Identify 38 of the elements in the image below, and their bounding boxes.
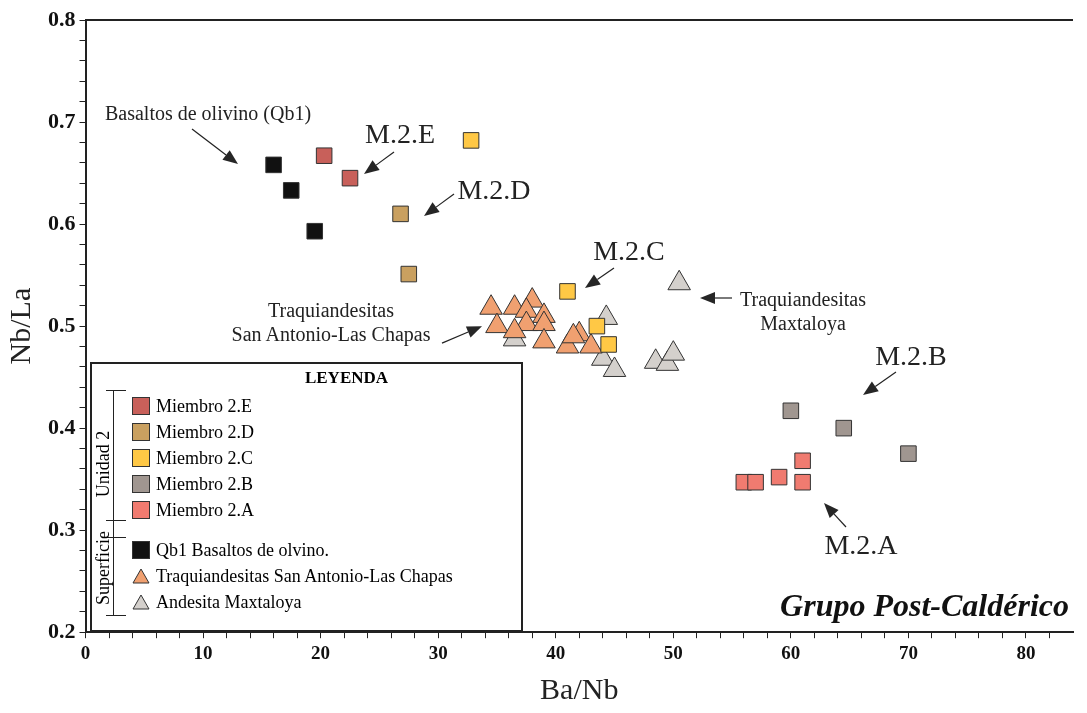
x-tick-label: 70 [898, 641, 918, 663]
x-tick-label: 50 [663, 641, 683, 663]
y-axis-title: Nb/La [2, 287, 36, 365]
annotation: Superficie [92, 531, 114, 605]
legend-label: Miembro 2.C [156, 447, 253, 469]
legend-label: Miembro 2.B [156, 473, 253, 495]
x-tick-label: 80 [1016, 641, 1036, 663]
x-tick-label: 40 [546, 641, 566, 663]
annotation: M.2.B [875, 340, 947, 372]
legend-label: Andesita Maxtaloya [156, 591, 302, 613]
legend-label: Qb1 Basaltos de olvino. [156, 539, 329, 561]
x-tick-label: 30 [428, 641, 448, 663]
annotation: Traquiandesitas San Antonio-Las Chapas [231, 299, 431, 347]
annotation: Unidad 2 [92, 430, 114, 498]
y-tick-label: 0.2 [48, 617, 76, 643]
y-tick-label: 0.8 [48, 5, 76, 31]
y-tick-label: 0.7 [48, 107, 76, 133]
legend-label: Miembro 2.A [156, 499, 254, 521]
legend-label: Miembro 2.E [156, 395, 252, 417]
y-tick-label: 0.3 [48, 515, 76, 541]
x-tick-label: 10 [193, 641, 213, 663]
x-tick-label: 60 [781, 641, 801, 663]
annotation: M.2.A [824, 529, 899, 561]
x-axis-title: Ba/Nb [540, 671, 619, 705]
annotation: Basaltos de olivino (Qb1) [104, 102, 312, 126]
annotation: M.2.E [365, 118, 435, 150]
x-tick-label: 0 [80, 641, 91, 663]
y-tick-label: 0.5 [48, 311, 76, 337]
annotation: M.2.D [457, 174, 531, 206]
x-tick-label: 20 [311, 641, 331, 663]
legend-title: LEYENDA [303, 368, 390, 388]
annotation: M.2.C [593, 235, 665, 267]
annotation: Traquiandesitas Maxtaloya [740, 288, 867, 336]
y-tick-label: 0.4 [48, 413, 76, 439]
annotation: Grupo Post-Caldérico [780, 587, 1069, 624]
legend-label: Traquiandesitas San Antonio-Las Chapas [156, 565, 453, 587]
legend-label: Miembro 2.D [156, 421, 254, 443]
y-tick-label: 0.6 [48, 209, 76, 235]
